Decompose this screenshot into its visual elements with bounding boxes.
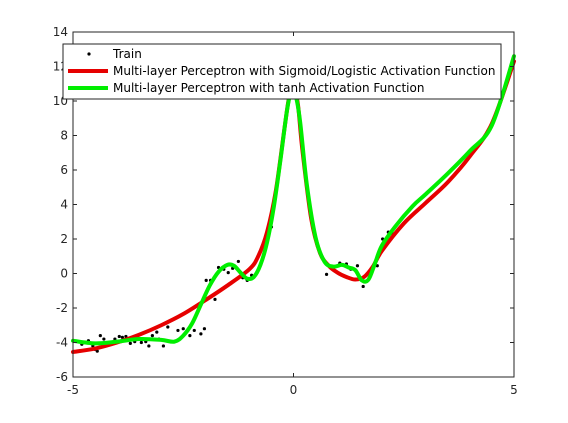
train-point: [355, 264, 360, 268]
y-tick-label: 6: [60, 163, 68, 177]
train-point: [161, 344, 166, 348]
legend-label: Train: [112, 47, 142, 61]
train-point: [139, 340, 143, 345]
train-point: [147, 344, 151, 348]
train-point: [98, 334, 102, 338]
y-tick-label: 4: [60, 198, 68, 212]
legend-label: Multi-layer Perceptron with tanh Activat…: [113, 81, 424, 95]
y-tick-label: 0: [60, 267, 68, 281]
train-point: [192, 328, 196, 333]
train-point: [102, 337, 106, 341]
y-tick-label: 8: [60, 129, 68, 143]
train-point: [117, 334, 121, 339]
train-point: [166, 325, 170, 329]
train-point: [361, 284, 365, 289]
train-point: [128, 341, 132, 345]
train-point: [176, 328, 180, 333]
train-point: [155, 330, 159, 334]
legend-marker-train: [87, 52, 91, 56]
y-tick-label: -2: [56, 301, 68, 315]
train-point: [188, 334, 192, 338]
train-point: [95, 349, 99, 353]
train-point: [236, 259, 240, 264]
x-tick-label: 5: [510, 383, 518, 397]
train-point: [181, 327, 185, 331]
y-tick-label: -4: [56, 336, 68, 350]
legend-label: Multi-layer Perceptron with Sigmoid/Logi…: [113, 64, 495, 78]
y-tick-label: -6: [56, 370, 68, 384]
train-point: [204, 278, 208, 282]
legend-box: [62, 43, 502, 100]
train-point: [213, 297, 217, 301]
y-tick-label: 14: [53, 25, 68, 39]
y-tick-label: 2: [60, 232, 68, 246]
legend: Train Multi-layer Perceptron with Sigmoid…: [62, 43, 502, 100]
train-point: [226, 271, 230, 275]
x-tick-label: 0: [290, 383, 298, 397]
train-point: [199, 332, 203, 336]
train-point: [202, 327, 207, 331]
train-point: [120, 335, 124, 339]
x-tick-label: -5: [67, 383, 79, 397]
train-point: [324, 272, 329, 276]
train-point: [150, 334, 154, 338]
